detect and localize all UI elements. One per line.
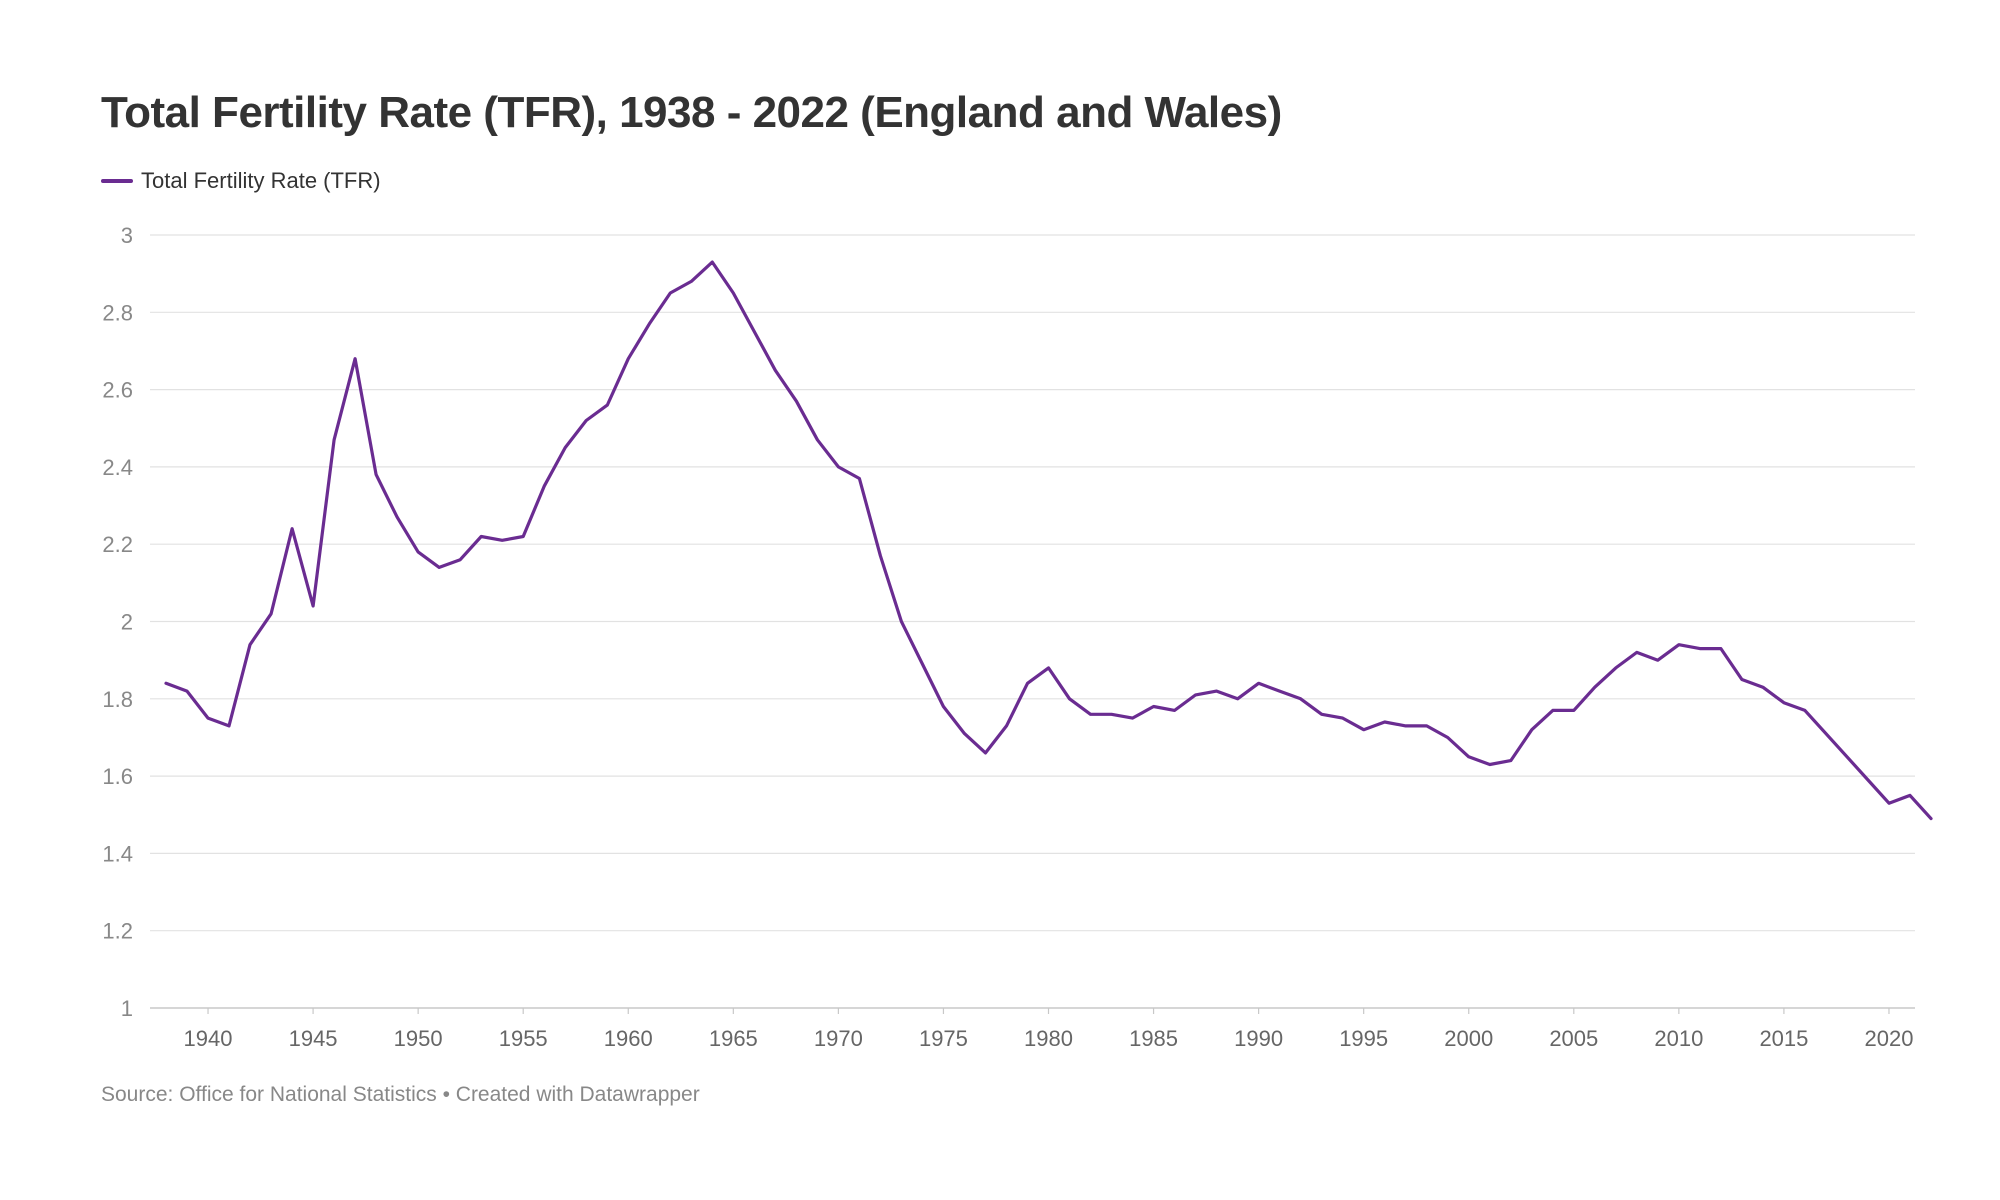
chart-title: Total Fertility Rate (TFR), 1938 - 2022 … xyxy=(101,88,1282,137)
y-tick-label: 1.8 xyxy=(102,687,133,712)
y-tick-label: 2.2 xyxy=(102,532,133,557)
x-tick-label: 1950 xyxy=(394,1026,443,1051)
y-tick-label: 1.4 xyxy=(102,841,133,866)
series-lines xyxy=(164,260,1933,821)
y-tick-label: 2.6 xyxy=(102,378,133,403)
x-axis-ticks: 1940 1945 1950 1955 1960 1965 1970 1975 1980 1985… xyxy=(184,1008,1913,1051)
y-tick-label: 3 xyxy=(121,223,133,248)
y-axis-ticks: 1 1.2 1.4 1.6 1.8 2 2.2 2.4 2.6 2.8 3 xyxy=(102,223,133,1021)
x-tick-label: 1940 xyxy=(184,1026,233,1051)
x-tick-label: 1975 xyxy=(919,1026,968,1051)
legend-swatch xyxy=(101,179,133,183)
gridlines xyxy=(150,234,1915,1009)
x-tick-label: 2010 xyxy=(1654,1026,1703,1051)
y-tick-label: 2 xyxy=(121,610,133,635)
x-tick-label: 1995 xyxy=(1339,1026,1388,1051)
y-tick-label: 1 xyxy=(121,996,133,1021)
x-tick-label: 1970 xyxy=(814,1026,863,1051)
x-tick-label: 1945 xyxy=(289,1026,338,1051)
legend-label: Total Fertility Rate (TFR) xyxy=(141,168,381,193)
x-tick-label: 1990 xyxy=(1234,1026,1283,1051)
chart-legend: Total Fertility Rate (TFR) xyxy=(101,168,381,194)
x-tick-label: 2000 xyxy=(1444,1026,1493,1051)
y-tick-label: 2.8 xyxy=(102,300,133,325)
x-tick-label: 1955 xyxy=(499,1026,548,1051)
x-tick-label: 1985 xyxy=(1129,1026,1178,1051)
x-tick-label: 2015 xyxy=(1759,1026,1808,1051)
y-tick-label: 2.4 xyxy=(102,455,133,480)
x-tick-label: 1960 xyxy=(604,1026,653,1051)
source-note: Source: Office for National Statistics •… xyxy=(101,1083,700,1106)
y-tick-label: 1.2 xyxy=(102,919,133,944)
x-tick-label: 2020 xyxy=(1864,1026,1913,1051)
x-tick-label: 1965 xyxy=(709,1026,758,1051)
x-tick-label: 1980 xyxy=(1024,1026,1073,1051)
y-tick-label: 1.6 xyxy=(102,764,133,789)
series-line-tfr xyxy=(164,260,1933,821)
x-tick-label: 2005 xyxy=(1549,1026,1598,1051)
